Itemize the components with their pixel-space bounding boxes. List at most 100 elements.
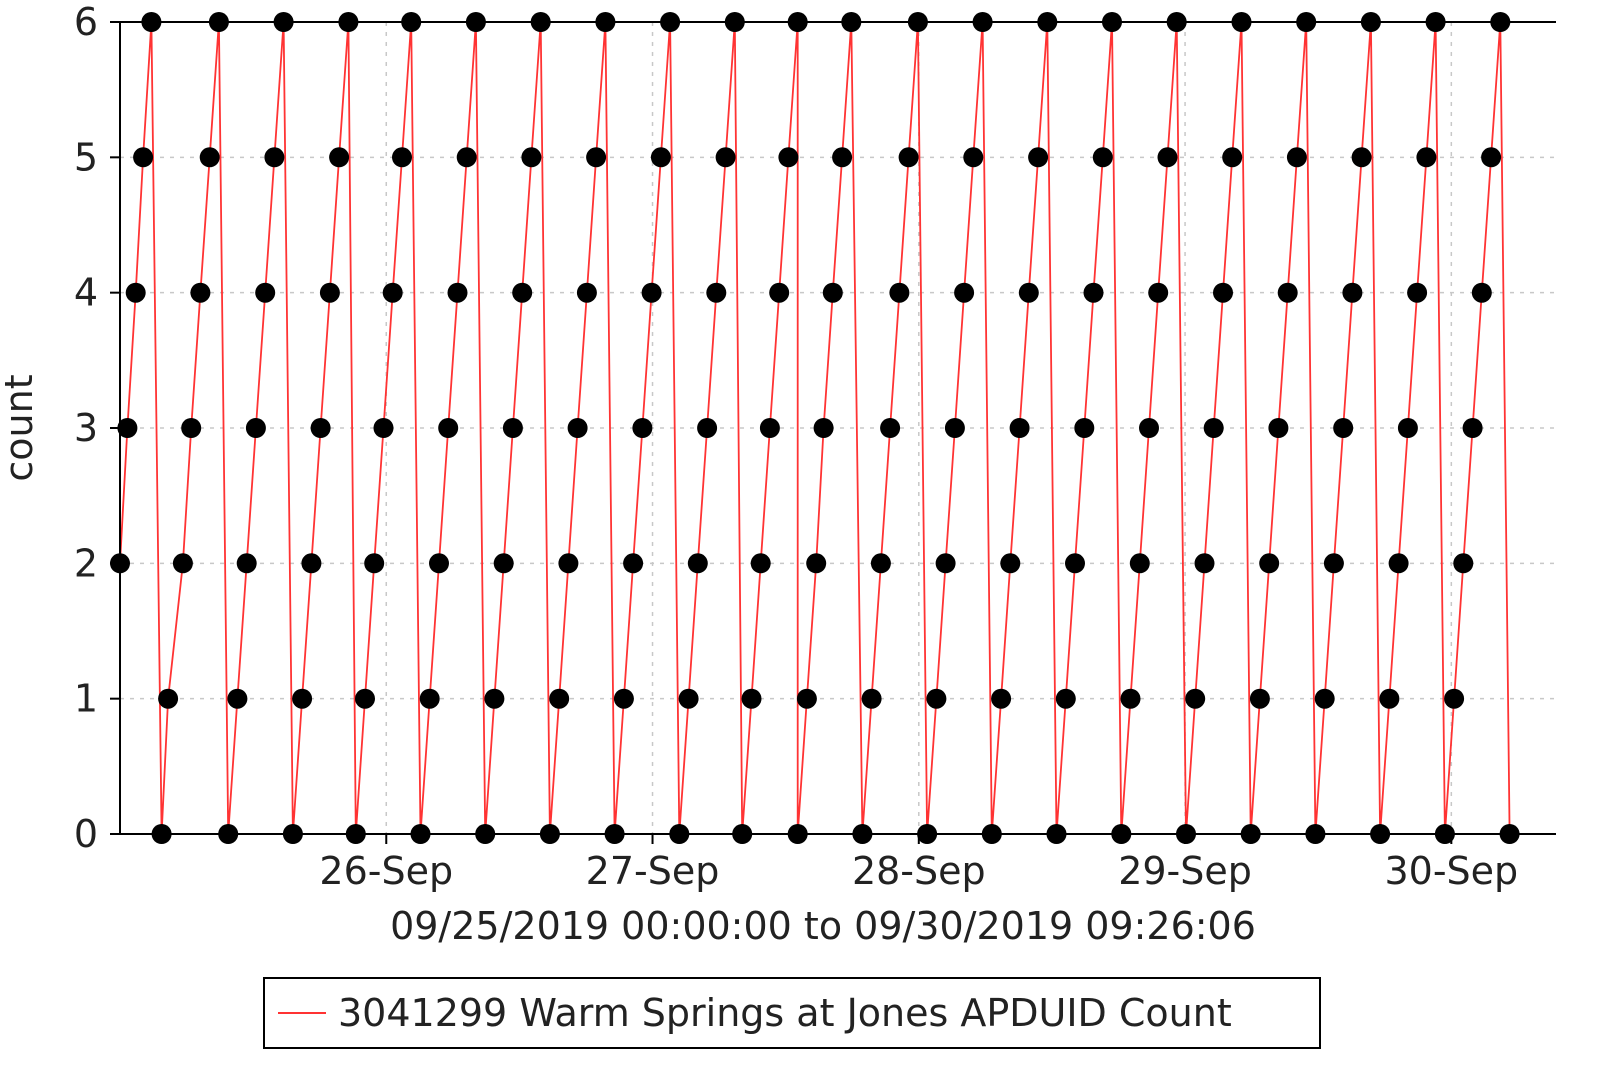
data-point (944, 418, 965, 438)
data-point (558, 553, 579, 574)
data-point (1314, 688, 1335, 709)
data-point (190, 282, 211, 303)
data-point (1018, 282, 1039, 303)
data-point (245, 418, 266, 438)
data-point (255, 282, 276, 303)
data-point (678, 688, 699, 709)
data-point (715, 147, 736, 168)
data-point (1259, 553, 1280, 574)
y-tick-label: 4 (74, 271, 98, 315)
data-point (898, 147, 919, 168)
data-point (521, 147, 542, 168)
x-tick-label: 28-Sep (852, 849, 986, 893)
y-tick-label: 2 (74, 541, 98, 585)
data-point (1028, 147, 1049, 168)
data-point (991, 688, 1012, 709)
data-point (301, 553, 322, 574)
data-point (133, 147, 154, 168)
data-point (1342, 282, 1363, 303)
x-tick-label: 29-Sep (1118, 849, 1252, 893)
data-point (1407, 282, 1428, 303)
data-point (1157, 147, 1178, 168)
data-point (706, 282, 727, 303)
data-point (1453, 553, 1474, 574)
data-point (1092, 147, 1113, 168)
data-point (1139, 418, 1159, 438)
data-point (227, 688, 248, 709)
y-tick-label: 5 (74, 135, 98, 179)
data-point (1333, 418, 1354, 438)
data-point (181, 418, 202, 438)
data-point (1351, 147, 1372, 168)
data-point (889, 282, 910, 303)
y-tick-label: 6 (74, 0, 98, 44)
y-axis-label: count (0, 374, 41, 481)
data-point (392, 147, 412, 168)
data-point (1222, 147, 1243, 168)
axes (110, 21, 1556, 844)
data-point (806, 553, 827, 574)
data-point (512, 282, 533, 303)
data-point (484, 688, 505, 709)
data-point (750, 553, 771, 574)
x-tick-label: 30-Sep (1384, 849, 1518, 893)
data-point (382, 282, 403, 303)
data-point (236, 553, 257, 574)
data-point (613, 688, 634, 709)
data-point (364, 553, 385, 574)
data-point (429, 553, 449, 574)
data-point (861, 688, 882, 709)
data-point (1416, 147, 1437, 168)
y-tick-label: 0 (74, 812, 98, 856)
data-point (935, 553, 956, 574)
data-point (796, 688, 817, 709)
legend: 3041299 Warm Springs at Jones APDUID Cou… (263, 977, 1321, 1049)
data-point (1185, 688, 1206, 709)
data-point (1323, 553, 1344, 574)
data-point (954, 282, 975, 303)
data-point (641, 282, 662, 303)
data-point (1055, 688, 1076, 709)
data-point (158, 688, 179, 709)
data-point (1065, 553, 1085, 574)
data-point (1083, 282, 1104, 303)
data-point (769, 282, 790, 303)
data-point (926, 688, 947, 709)
data-point (1000, 553, 1021, 574)
legend-box (263, 977, 1321, 1049)
data-point (632, 418, 653, 438)
data-point (697, 418, 718, 438)
data-point (329, 147, 350, 168)
data-point (456, 147, 477, 168)
data-point (880, 418, 901, 438)
data-point (1444, 688, 1465, 709)
data-point (1462, 418, 1483, 438)
data-point (355, 688, 375, 709)
data-point (586, 147, 607, 168)
data-point (125, 282, 146, 303)
data-point (319, 282, 340, 303)
x-tick-label: 27-Sep (586, 849, 720, 893)
data-point (832, 147, 853, 168)
x-tick-label: 26-Sep (319, 849, 453, 893)
data-point (963, 147, 984, 168)
data-point (502, 418, 523, 438)
data-point (419, 688, 440, 709)
data-point (373, 418, 394, 438)
data-point (1286, 147, 1307, 168)
data-point (1471, 282, 1492, 303)
data-point (1194, 553, 1215, 574)
data-point (310, 418, 331, 438)
data-point (1379, 688, 1400, 709)
data-point (687, 553, 708, 574)
data-point (1388, 553, 1409, 574)
data-point (1397, 418, 1418, 438)
data-point (1481, 147, 1502, 168)
data-point (493, 553, 514, 574)
data-point (1203, 418, 1224, 438)
data-point (1129, 553, 1150, 574)
data-point (549, 688, 570, 709)
data-point (1213, 282, 1233, 303)
